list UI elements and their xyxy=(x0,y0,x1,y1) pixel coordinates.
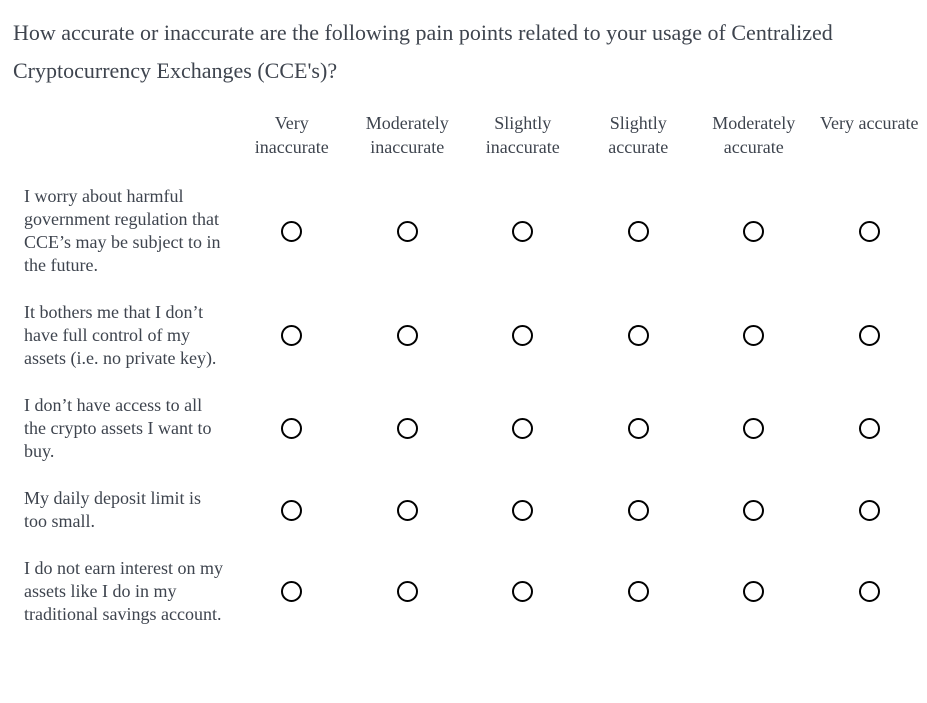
row-label-government-regulation: I worry about harmful government regulat… xyxy=(0,185,234,277)
radio-row2-col5[interactable] xyxy=(859,418,880,439)
radio-row3-col1[interactable] xyxy=(397,500,418,521)
radio-cell xyxy=(234,418,350,439)
radio-row0-col5[interactable] xyxy=(859,221,880,242)
radio-row0-col2[interactable] xyxy=(512,221,533,242)
radio-cell xyxy=(812,325,927,346)
radio-cell xyxy=(350,581,466,602)
matrix-header-row: Very inaccurate Moderately inaccurate Sl… xyxy=(0,111,927,159)
radio-row2-col3[interactable] xyxy=(628,418,649,439)
radio-row3-col3[interactable] xyxy=(628,500,649,521)
radio-row1-col1[interactable] xyxy=(397,325,418,346)
radio-row1-col4[interactable] xyxy=(743,325,764,346)
radio-row4-col4[interactable] xyxy=(743,581,764,602)
column-header-slightly-inaccurate: Slightly inaccurate xyxy=(465,111,581,159)
row-label-no-interest: I do not earn interest on my assets like… xyxy=(0,557,234,626)
radio-row3-col0[interactable] xyxy=(281,500,302,521)
radio-row1-col3[interactable] xyxy=(628,325,649,346)
radio-cell xyxy=(350,418,466,439)
radio-row1-col0[interactable] xyxy=(281,325,302,346)
row-label-no-access-to-assets: I don’t have access to all the crypto as… xyxy=(0,394,234,463)
table-row: I do not earn interest on my assets like… xyxy=(0,545,927,638)
radio-row2-col4[interactable] xyxy=(743,418,764,439)
radio-row0-col1[interactable] xyxy=(397,221,418,242)
column-header-slightly-accurate: Slightly accurate xyxy=(581,111,697,159)
radio-cell xyxy=(696,581,812,602)
radio-row1-col5[interactable] xyxy=(859,325,880,346)
column-header-very-accurate: Very accurate xyxy=(812,111,927,159)
radio-cell xyxy=(234,325,350,346)
radio-cell xyxy=(812,500,927,521)
radio-cell xyxy=(696,221,812,242)
radio-cell xyxy=(696,500,812,521)
radio-cell xyxy=(465,500,581,521)
radio-cell xyxy=(581,581,697,602)
radio-cell xyxy=(581,500,697,521)
radio-cell xyxy=(234,581,350,602)
radio-row1-col2[interactable] xyxy=(512,325,533,346)
likert-matrix: Very inaccurate Moderately inaccurate Sl… xyxy=(0,111,927,638)
table-row: I don’t have access to all the crypto as… xyxy=(0,382,927,475)
table-row: My daily deposit limit is too small. xyxy=(0,475,927,545)
table-row: I worry about harmful government regulat… xyxy=(0,173,927,289)
radio-row4-col1[interactable] xyxy=(397,581,418,602)
matrix-corner-cell xyxy=(0,111,234,159)
radio-row4-col0[interactable] xyxy=(281,581,302,602)
radio-row2-col0[interactable] xyxy=(281,418,302,439)
radio-row2-col1[interactable] xyxy=(397,418,418,439)
radio-row4-col5[interactable] xyxy=(859,581,880,602)
row-label-deposit-limit: My daily deposit limit is too small. xyxy=(0,487,234,533)
radio-row0-col0[interactable] xyxy=(281,221,302,242)
radio-cell xyxy=(234,221,350,242)
radio-cell xyxy=(465,325,581,346)
radio-cell xyxy=(465,221,581,242)
column-header-very-inaccurate: Very inaccurate xyxy=(234,111,350,159)
radio-cell xyxy=(350,500,466,521)
radio-cell xyxy=(812,221,927,242)
radio-cell xyxy=(696,325,812,346)
radio-row3-col4[interactable] xyxy=(743,500,764,521)
radio-row2-col2[interactable] xyxy=(512,418,533,439)
radio-cell xyxy=(581,418,697,439)
radio-row0-col4[interactable] xyxy=(743,221,764,242)
column-header-moderately-accurate: Moderately accurate xyxy=(696,111,812,159)
radio-cell xyxy=(581,221,697,242)
radio-cell xyxy=(696,418,812,439)
radio-cell xyxy=(350,221,466,242)
radio-cell xyxy=(812,581,927,602)
radio-cell xyxy=(350,325,466,346)
column-header-moderately-inaccurate: Moderately inaccurate xyxy=(350,111,466,159)
radio-row3-col5[interactable] xyxy=(859,500,880,521)
radio-row0-col3[interactable] xyxy=(628,221,649,242)
table-row: It bothers me that I don’t have full con… xyxy=(0,289,927,382)
radio-cell xyxy=(465,581,581,602)
radio-cell xyxy=(465,418,581,439)
radio-cell xyxy=(812,418,927,439)
radio-row3-col2[interactable] xyxy=(512,500,533,521)
question-title: How accurate or inaccurate are the follo… xyxy=(13,14,869,90)
radio-cell xyxy=(234,500,350,521)
radio-cell xyxy=(581,325,697,346)
radio-row4-col2[interactable] xyxy=(512,581,533,602)
radio-row4-col3[interactable] xyxy=(628,581,649,602)
row-label-no-full-control: It bothers me that I don’t have full con… xyxy=(0,301,234,370)
